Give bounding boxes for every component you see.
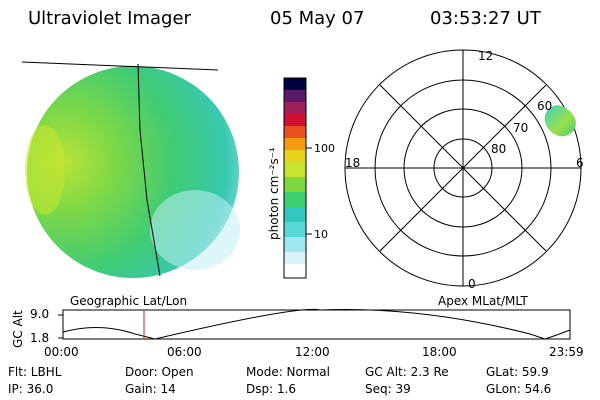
- status-mode: Mode: Normal: [246, 365, 330, 379]
- x-tick-label-3: 18:00: [422, 345, 457, 359]
- status-gain: Gain: 14: [125, 382, 176, 396]
- colorbar-swatch-9: [284, 192, 306, 207]
- colorbar-swatch-7: [284, 162, 306, 177]
- auroral-spot: [544, 105, 576, 137]
- colorbar-swatch-2: [284, 102, 306, 114]
- colorbar-swatch-6: [284, 150, 306, 162]
- colorbar-units: photon cm⁻²s⁻¹: [267, 147, 281, 240]
- x-tick-label-1: 06:00: [167, 345, 202, 359]
- x-tick-label-0: 00:00: [44, 345, 79, 359]
- colorbar-swatch-0: [284, 78, 306, 90]
- mlt-label-18: 18: [345, 156, 360, 170]
- mlt-label-12: 12: [478, 49, 493, 63]
- latitude-line: [21, 61, 219, 71]
- status-glat: GLat: 59.9: [486, 365, 549, 379]
- colorbar-label-100: 100: [314, 142, 335, 155]
- polar-plot: [344, 49, 582, 287]
- status-dsp: Dsp: 1.6: [246, 382, 297, 396]
- lat-label-80: 80: [491, 142, 506, 156]
- time-label: 03:53:27 UT: [430, 8, 541, 29]
- status-glon: GLon: 54.6: [486, 382, 552, 396]
- colorbar-swatch-14: [284, 264, 306, 278]
- timeline-ylabel: GC Alt: [11, 310, 25, 348]
- timeline-frame: [62, 309, 571, 340]
- colorbar-swatch-5: [284, 138, 306, 150]
- status-seq: Seq: 39: [365, 382, 411, 396]
- colorbar-swatch-3: [284, 114, 306, 126]
- colorbar-label-10: 10: [314, 228, 328, 241]
- colorbar-frame: [283, 77, 307, 279]
- mlt-label-0: 0: [468, 277, 476, 291]
- status-door: Door: Open: [125, 365, 194, 379]
- lat-label-70: 70: [513, 121, 528, 135]
- caption-geographic: Geographic Lat/Lon: [70, 294, 188, 308]
- status-ip: IP: 36.0: [8, 382, 54, 396]
- colorbar-swatch-12: [284, 237, 306, 252]
- low-intensity-region: [150, 190, 240, 270]
- altitude-timeline: GC Alt: [11, 308, 571, 348]
- date-label: 05 May 07: [270, 8, 365, 29]
- colorbar-swatch-10: [284, 207, 306, 222]
- y-tick-label-high: 9.0: [30, 307, 50, 321]
- colorbar-swatch-8: [284, 177, 306, 192]
- polar-axis-diag-2: [379, 84, 547, 252]
- colorbar-swatch-11: [284, 222, 306, 237]
- high-intensity-region: [25, 125, 65, 215]
- caption-apex: Apex MLat/MLT: [438, 294, 528, 308]
- mlt-label-6: 6: [576, 156, 584, 170]
- x-tick-label-4: 23:59: [549, 345, 584, 359]
- status-flt: Flt: LBHL: [8, 365, 62, 379]
- status-gcalt: GC Alt: 2.3 Re: [365, 365, 449, 379]
- longitude-line: [137, 63, 161, 277]
- colorbar-swatch-4: [284, 126, 306, 138]
- x-tick-label-2: 12:00: [295, 345, 330, 359]
- colorbar-swatch-1: [284, 90, 306, 102]
- y-tick-label-low: 1.8: [30, 331, 50, 345]
- lat-label-60: 60: [537, 99, 552, 113]
- colorbar: 100 10 photon cm⁻²s⁻¹: [267, 77, 335, 279]
- colorbar-swatch-13: [284, 252, 306, 264]
- altitude-curve: [62, 308, 571, 340]
- uv-image-disk: [21, 61, 240, 278]
- app-title: Ultraviolet Imager: [28, 8, 191, 29]
